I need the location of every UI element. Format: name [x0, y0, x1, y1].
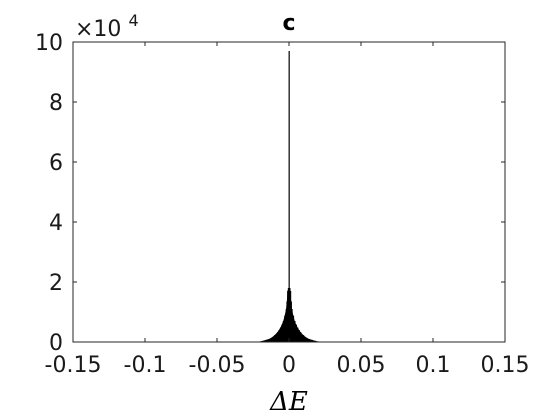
x-tick-label: 0 [282, 353, 296, 378]
y-tick-label: 6 [49, 151, 63, 176]
x-tick-label: 0.05 [337, 353, 386, 378]
y-tick-label: 8 [49, 91, 63, 116]
y-axis-multiplier: ×10 4 [75, 11, 139, 42]
chart-title: c [282, 11, 295, 36]
y-tick-label: 4 [49, 211, 63, 236]
x-tick-label: 0.15 [481, 353, 530, 378]
x-axis-ticks: -0.15 -0.1 -0.05 0 0.05 0.1 0.15 [45, 42, 530, 378]
y-multiplier-base: ×10 [75, 17, 121, 42]
x-tick-label: 0.1 [416, 353, 451, 378]
histogram-envelope [260, 288, 318, 342]
y-tick-label: 2 [49, 271, 63, 296]
y-tick-label: 0 [49, 331, 63, 356]
y-tick-label: 10 [35, 31, 63, 56]
bars-group [259, 51, 319, 342]
x-tick-label: -0.05 [189, 353, 246, 378]
x-tick-label: -0.15 [45, 353, 102, 378]
histogram-bar [288, 51, 290, 342]
y-axis-ticks: 0 2 4 6 8 10 [35, 31, 505, 356]
y-multiplier-exponent: 4 [128, 11, 138, 30]
x-axis-label: ΔE [269, 387, 308, 417]
x-tick-label: -0.1 [124, 353, 167, 378]
